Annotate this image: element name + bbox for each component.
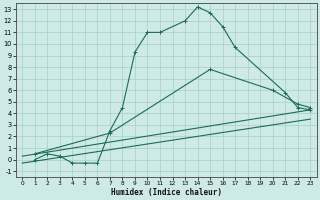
X-axis label: Humidex (Indice chaleur): Humidex (Indice chaleur)	[111, 188, 222, 197]
